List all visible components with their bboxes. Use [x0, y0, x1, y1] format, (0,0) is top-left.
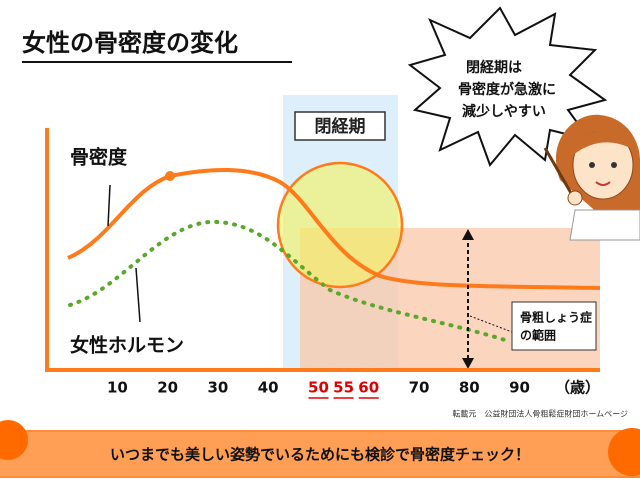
callout-line: 閉経期は: [466, 59, 522, 76]
speech-bubble: [407, 6, 608, 167]
x-tick-label: 80: [459, 379, 480, 397]
highlight-circle: [276, 161, 404, 289]
callout-line: 減少しやすい: [462, 103, 546, 120]
leader: [469, 315, 513, 333]
series-label: 骨密度: [70, 146, 128, 169]
range-label: 骨粗しょう症: [520, 310, 592, 325]
x-tick-label: 10: [107, 379, 128, 397]
x-ticks: 10 20 30 40 50 55 60 70 80 90: [107, 379, 530, 399]
banner-text: いつまでも美しい姿勢でいるためにも検診で骨密度チェック！: [110, 446, 530, 464]
callout-line: 骨密度が急激に: [458, 81, 556, 98]
x-unit: （歳）: [555, 379, 600, 397]
range-label-box: [511, 301, 597, 351]
range-label: の範囲: [520, 328, 556, 343]
decor: [608, 428, 640, 476]
x-tick-label: 60: [358, 379, 379, 397]
peak-dot: [165, 171, 175, 181]
leader: [135, 267, 141, 323]
x-tick-label: 90: [509, 379, 530, 397]
series-label: 女性ホルモン: [70, 334, 184, 357]
band-label-box: [294, 111, 386, 141]
x-tick-label: 40: [258, 379, 279, 397]
axes: [45, 128, 600, 372]
x-tick-label: 70: [409, 379, 430, 397]
x-tick-label: 20: [157, 379, 178, 397]
decor: [0, 420, 28, 460]
leader: [107, 184, 111, 227]
title: 女性の骨密度の変化: [22, 29, 238, 57]
x-tick-label: 30: [207, 379, 228, 397]
character: [543, 114, 640, 241]
hormone-curve: [68, 219, 507, 342]
band-label: 閉経期: [315, 116, 366, 137]
x-tick-label: 50: [308, 379, 329, 397]
source: 転載元 公益財団法人骨粗鬆症財団ホームページ: [452, 409, 628, 419]
x-tick-label: 55: [333, 379, 354, 397]
bone-density-curve: [67, 167, 601, 290]
banner-inner: [0, 432, 640, 476]
